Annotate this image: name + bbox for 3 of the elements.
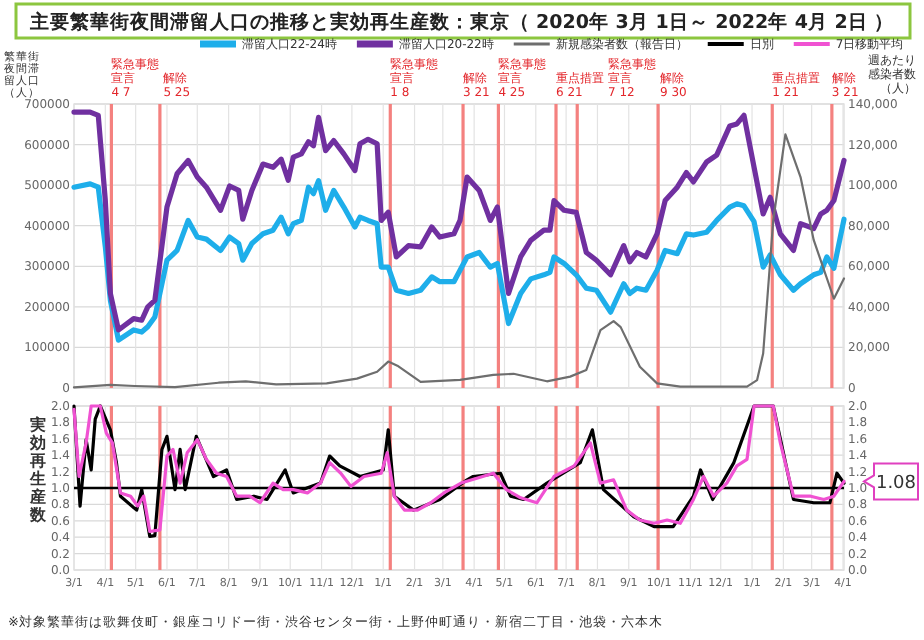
annotation: 1.08 bbox=[875, 474, 917, 495]
y-axis-title: 実効再生産数 bbox=[28, 414, 48, 524]
chart-title: 主要繁華街夜間滞留人口の推移と実効再生産数：東京（ 2020年 3月 1日～ 2022年 4月 2日 ） bbox=[27, 10, 895, 34]
